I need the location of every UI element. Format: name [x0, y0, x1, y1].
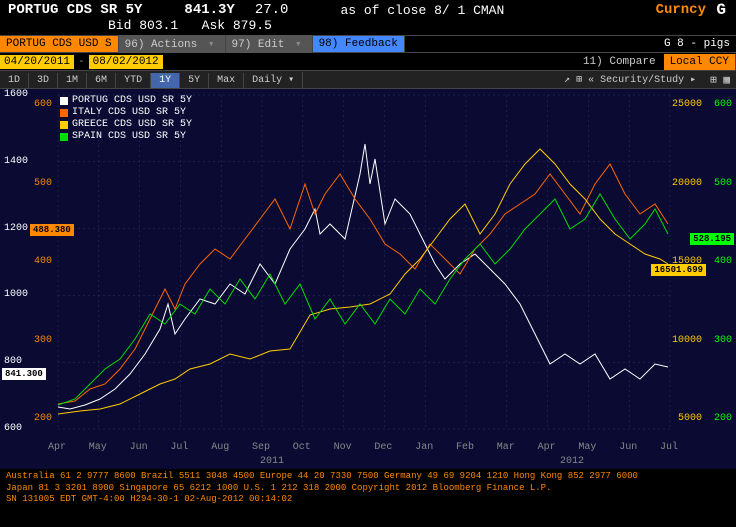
range-1d[interactable]: 1D	[0, 73, 29, 88]
security-selector[interactable]: PORTUG CDS USD S	[0, 36, 119, 52]
ticker-main: PORTUG CDS SR 5Y	[8, 2, 142, 18]
date-from-input[interactable]: 04/20/2011	[0, 55, 74, 69]
as-of-label: as of close 8/ 1 CMAN	[340, 3, 504, 18]
actions-menu[interactable]: 96) Actions ▾	[119, 35, 226, 53]
x-axis-tick: Jun	[130, 442, 148, 453]
price-tag: 528.195	[690, 233, 734, 245]
local-ccy-toggle[interactable]: Local CCY	[664, 54, 736, 70]
chart-area[interactable]: PORTUG CDS USD SR 5YITALY CDS USD SR 5YG…	[0, 89, 736, 469]
y-axis-left-tick: 1000	[4, 289, 28, 300]
y-axis-left-tick: 600	[4, 423, 22, 434]
y-axis-left2-tick: 600	[34, 99, 52, 110]
range-max[interactable]: Max	[209, 73, 244, 88]
compare-button[interactable]: 11) Compare	[575, 56, 664, 68]
ask-value: 879.5	[233, 18, 272, 33]
x-axis-tick: Jul	[170, 442, 188, 453]
ask-label: Ask	[202, 18, 225, 33]
legend: PORTUG CDS USD SR 5YITALY CDS USD SR 5YG…	[60, 95, 192, 143]
g-icon[interactable]: G	[716, 1, 726, 19]
x-axis-tick: Apr	[538, 442, 556, 453]
x-axis-tick: Jun	[619, 442, 637, 453]
date-separator: -	[74, 56, 89, 68]
range-1m[interactable]: 1M	[58, 73, 87, 88]
footer: Australia 61 2 9777 8600 Brazil 5511 304…	[0, 469, 736, 508]
x-axis-tick: Sep	[252, 442, 270, 453]
price-main: 841.3Y	[184, 2, 234, 18]
y-axis-left-tick: 800	[4, 356, 22, 367]
bid-label: Bid	[108, 18, 131, 33]
x-axis-year: 2011	[260, 456, 284, 467]
bid-value: 803.1	[139, 18, 178, 33]
price-tag: 16501.699	[651, 264, 706, 276]
range-ytd[interactable]: YTD	[116, 73, 151, 88]
footer-line3: SN 131005 EDT GMT-4:00 H294-30-1 02-Aug-…	[6, 494, 730, 506]
y-axis-left2-tick: 200	[34, 413, 52, 424]
range-selector: 1D3D1M6MYTD1Y5YMax Daily ▾ ↗ ⊞ « Securit…	[0, 71, 736, 89]
chart-tools-icon[interactable]: ⊞ ▦	[704, 73, 736, 87]
feedback-button[interactable]: 98) Feedback	[313, 36, 405, 52]
range-3d[interactable]: 3D	[29, 73, 58, 88]
footer-line1: Australia 61 2 9777 8600 Brazil 5511 304…	[6, 471, 730, 483]
price-tag: 488.380	[30, 224, 74, 236]
range-5y[interactable]: 5Y	[180, 73, 209, 88]
y-axis-right-tick: 5000	[678, 413, 702, 424]
footer-line2: Japan 81 3 3201 8900 Singapore 65 6212 1…	[6, 483, 730, 495]
x-axis-tick: Apr	[48, 442, 66, 453]
x-axis-tick: Dec	[374, 442, 392, 453]
y-axis-left2-tick: 400	[34, 256, 52, 267]
y-axis-right-tick: 25000	[672, 99, 702, 110]
y-axis-right-tick: 20000	[672, 178, 702, 189]
legend-item: SPAIN CDS USD SR 5Y	[60, 131, 192, 142]
y-axis-right2-tick: 400	[714, 256, 732, 267]
currency-label[interactable]: Curncy	[656, 2, 706, 18]
x-axis-tick: Aug	[211, 442, 229, 453]
y-axis-right2-tick: 600	[714, 99, 732, 110]
x-axis-tick: Mar	[497, 442, 515, 453]
chart-title: G 8 - pigs	[658, 36, 736, 52]
security-study-button[interactable]: ↗ ⊞ « Security/Study ▸	[556, 72, 704, 88]
x-axis-year: 2012	[560, 456, 584, 467]
range-6m[interactable]: 6M	[87, 73, 116, 88]
chart-svg	[0, 89, 736, 469]
price-change: 27.0	[255, 2, 289, 18]
y-axis-right-tick: 10000	[672, 335, 702, 346]
y-axis-right2-tick: 500	[714, 178, 732, 189]
x-axis-tick: Nov	[334, 442, 352, 453]
edit-menu[interactable]: 97) Edit ▾	[226, 35, 313, 53]
range-1y[interactable]: 1Y	[151, 73, 180, 88]
x-axis-tick: Jul	[660, 442, 678, 453]
x-axis-tick: Oct	[293, 442, 311, 453]
y-axis-left-tick: 1600	[4, 89, 28, 100]
x-axis-tick: May	[89, 442, 107, 453]
x-axis-tick: Feb	[456, 442, 474, 453]
y-axis-left2-tick: 500	[34, 178, 52, 189]
x-axis-tick: May	[578, 442, 596, 453]
y-axis-left-tick: 1400	[4, 156, 28, 167]
y-axis-right2-tick: 300	[714, 335, 732, 346]
y-axis-left-tick: 1200	[4, 223, 28, 234]
y-axis-left2-tick: 300	[34, 335, 52, 346]
interval-selector[interactable]: Daily ▾	[244, 72, 303, 88]
legend-item: GREECE CDS USD SR 5Y	[60, 119, 192, 130]
legend-item: ITALY CDS USD SR 5Y	[60, 107, 192, 118]
legend-item: PORTUG CDS USD SR 5Y	[60, 95, 192, 106]
date-to-input[interactable]: 08/02/2012	[89, 55, 163, 69]
price-tag: 841.300	[2, 368, 46, 380]
y-axis-right2-tick: 200	[714, 413, 732, 424]
x-axis-tick: Jan	[415, 442, 433, 453]
